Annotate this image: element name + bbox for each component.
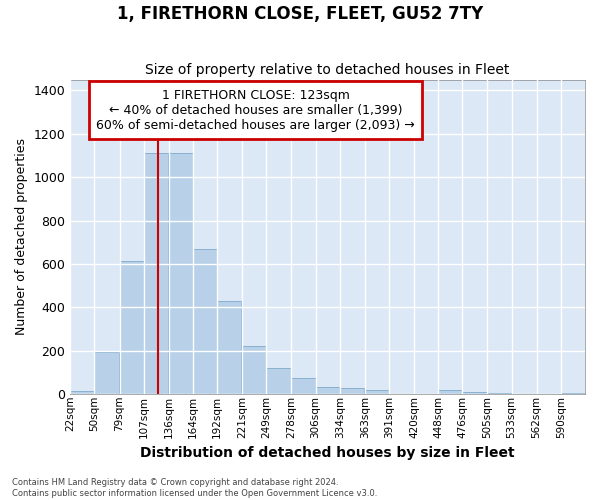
Bar (316, 386, 340, 394)
Bar (292, 378, 316, 394)
Bar (266, 368, 290, 394)
Bar (70, 391, 94, 394)
Bar (242, 346, 266, 394)
Y-axis label: Number of detached properties: Number of detached properties (15, 138, 28, 336)
Bar (94, 352, 119, 394)
Text: 1 FIRETHORN CLOSE: 123sqm
← 40% of detached houses are smaller (1,399)
60% of se: 1 FIRETHORN CLOSE: 123sqm ← 40% of detac… (96, 89, 415, 132)
Text: Contains HM Land Registry data © Crown copyright and database right 2024.
Contai: Contains HM Land Registry data © Crown c… (12, 478, 377, 498)
Text: 1, FIRETHORN CLOSE, FLEET, GU52 7TY: 1, FIRETHORN CLOSE, FLEET, GU52 7TY (117, 5, 483, 23)
Bar (143, 154, 168, 394)
Bar (169, 154, 193, 394)
X-axis label: Distribution of detached houses by size in Fleet: Distribution of detached houses by size … (140, 446, 515, 460)
Bar (365, 390, 389, 394)
Bar (217, 301, 241, 394)
Bar (193, 249, 217, 394)
Bar (438, 390, 463, 394)
Bar (487, 393, 512, 394)
Bar (463, 392, 487, 394)
Bar (119, 260, 143, 394)
Bar (340, 388, 364, 394)
Title: Size of property relative to detached houses in Fleet: Size of property relative to detached ho… (145, 63, 510, 77)
Bar (561, 393, 585, 394)
